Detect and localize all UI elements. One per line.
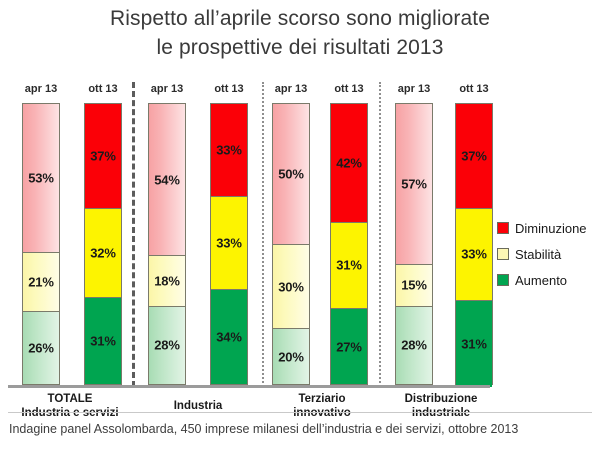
stacked-bar[interactable]: 37% 33% 31% — [455, 103, 493, 387]
group-label-line-1: TOTALE — [47, 393, 93, 405]
segment-aumento[interactable]: 34% — [211, 288, 247, 384]
legend-swatch-stabilita — [497, 248, 509, 260]
segment-stabilita[interactable]: 31% — [331, 221, 367, 309]
stacked-bar[interactable]: 53% 21% 26% — [22, 103, 60, 385]
stacked-bar[interactable]: 33% 33% 34% — [210, 103, 248, 385]
legend-label-stabilita: Stabilità — [515, 246, 562, 262]
segment-value-aumento: 28% — [154, 337, 180, 353]
segment-value-diminuzione: 33% — [216, 142, 242, 158]
segment-aumento[interactable]: 31% — [85, 297, 121, 384]
group-label-industria: Industria — [136, 399, 260, 413]
segment-stabilita[interactable]: 15% — [396, 263, 432, 306]
segment-stabilita[interactable]: 18% — [149, 255, 185, 306]
segment-value-stabilita: 15% — [401, 277, 427, 293]
bar-period-label: apr 13 — [150, 83, 184, 95]
chart-legend: Diminuzione Stabilità Aumento — [497, 215, 587, 293]
segment-diminuzione[interactable]: 50% — [273, 104, 309, 244]
segment-aumento[interactable]: 27% — [331, 308, 367, 384]
segment-value-stabilita: 18% — [154, 273, 180, 289]
chart-title-line-2: le prospettive dei risultati 2013 — [156, 36, 444, 59]
segment-aumento[interactable]: 20% — [273, 328, 309, 384]
segment-aumento[interactable]: 28% — [396, 305, 432, 384]
stacked-bar[interactable]: 54% 18% 28% — [148, 103, 186, 385]
segment-value-stabilita: 32% — [90, 245, 116, 261]
bar-period-label: apr 13 — [274, 83, 308, 95]
segment-value-diminuzione: 37% — [461, 148, 487, 164]
segment-value-aumento: 31% — [90, 333, 116, 349]
bar-period-label: ott 13 — [334, 83, 364, 95]
group-separator-3 — [379, 82, 381, 387]
footnote-text: Indagine panel Assolombarda, 450 imprese… — [9, 422, 519, 436]
group-label-totale: TOTALE Industria e servizi — [8, 392, 132, 420]
segment-value-aumento: 27% — [336, 339, 362, 355]
segment-stabilita[interactable]: 21% — [23, 252, 59, 312]
segment-value-stabilita: 33% — [216, 235, 242, 251]
axis-baseline — [8, 385, 490, 388]
legend-swatch-diminuzione — [497, 222, 509, 234]
group-label-line-1: Terziario — [298, 393, 346, 405]
segment-value-aumento: 20% — [278, 349, 304, 364]
bar-period-label: apr 13 — [397, 83, 431, 95]
group-separator-1 — [132, 82, 135, 387]
group-label-line-1: Industria — [173, 400, 223, 412]
stacked-bar[interactable]: 50% 30% 20% — [272, 103, 310, 385]
segment-stabilita[interactable]: 33% — [211, 196, 247, 289]
legend-label-diminuzione: Diminuzione — [515, 220, 587, 236]
legend-item-diminuzione[interactable]: Diminuzione — [497, 215, 587, 241]
segment-stabilita[interactable]: 30% — [273, 244, 309, 328]
segment-diminuzione[interactable]: 54% — [149, 104, 185, 256]
segment-value-diminuzione: 57% — [401, 176, 427, 192]
segment-value-aumento: 26% — [28, 340, 54, 356]
segment-value-diminuzione: 53% — [28, 170, 54, 186]
segment-value-stabilita: 30% — [278, 279, 304, 294]
segment-value-aumento: 31% — [461, 336, 487, 352]
segment-aumento[interactable]: 28% — [149, 305, 185, 384]
segment-aumento[interactable]: 31% — [456, 299, 492, 387]
bar-period-label: apr 13 — [24, 83, 58, 95]
segment-diminuzione[interactable]: 33% — [211, 104, 247, 197]
group-label-line-2: industriale — [411, 407, 471, 419]
segment-value-aumento: 28% — [401, 337, 427, 353]
legend-item-stabilita[interactable]: Stabilità — [497, 241, 587, 267]
segment-value-diminuzione: 54% — [154, 172, 180, 188]
segment-value-stabilita: 33% — [461, 246, 487, 262]
group-label-line-1: Distribuzione — [404, 393, 478, 405]
group-label-line-2: innovativo — [293, 407, 351, 419]
segment-aumento[interactable]: 26% — [23, 311, 59, 384]
chart-title-line-1: Rispetto all’aprile scorso sono migliora… — [109, 7, 491, 30]
stacked-bar[interactable]: 37% 32% 31% — [84, 103, 122, 385]
segment-value-diminuzione: 50% — [278, 166, 304, 182]
segment-diminuzione[interactable]: 57% — [396, 104, 432, 264]
stacked-bar[interactable]: 42% 31% 27% — [330, 103, 368, 385]
segment-stabilita[interactable]: 33% — [456, 207, 492, 300]
bar-period-label: ott 13 — [88, 83, 118, 95]
footnote-divider — [8, 412, 592, 413]
legend-label-aumento: Aumento — [515, 272, 568, 288]
bar-period-label: ott 13 — [459, 83, 489, 95]
segment-value-diminuzione: 37% — [90, 148, 116, 164]
chart-title: Rispetto all’aprile scorso sono migliora… — [0, 4, 600, 62]
segment-value-stabilita: 31% — [336, 257, 362, 273]
group-label-distribuzione: Distribuzione industriale — [383, 392, 499, 420]
segment-diminuzione[interactable]: 53% — [23, 104, 59, 253]
segment-diminuzione[interactable]: 42% — [331, 104, 367, 222]
segment-diminuzione[interactable]: 37% — [456, 104, 492, 208]
segment-value-diminuzione: 42% — [336, 155, 362, 171]
segment-value-aumento: 34% — [216, 329, 242, 345]
segment-stabilita[interactable]: 32% — [85, 207, 121, 298]
group-label-line-2: Industria e servizi — [21, 407, 119, 419]
segment-value-stabilita: 21% — [28, 274, 54, 290]
segment-diminuzione[interactable]: 37% — [85, 104, 121, 208]
group-separator-2 — [262, 82, 264, 387]
legend-swatch-aumento — [497, 274, 509, 286]
bar-period-label: ott 13 — [214, 83, 244, 95]
stacked-bar[interactable]: 57% 15% 28% — [395, 103, 433, 385]
legend-item-aumento[interactable]: Aumento — [497, 267, 587, 293]
group-label-terziario: Terziario innovativo — [266, 392, 378, 420]
